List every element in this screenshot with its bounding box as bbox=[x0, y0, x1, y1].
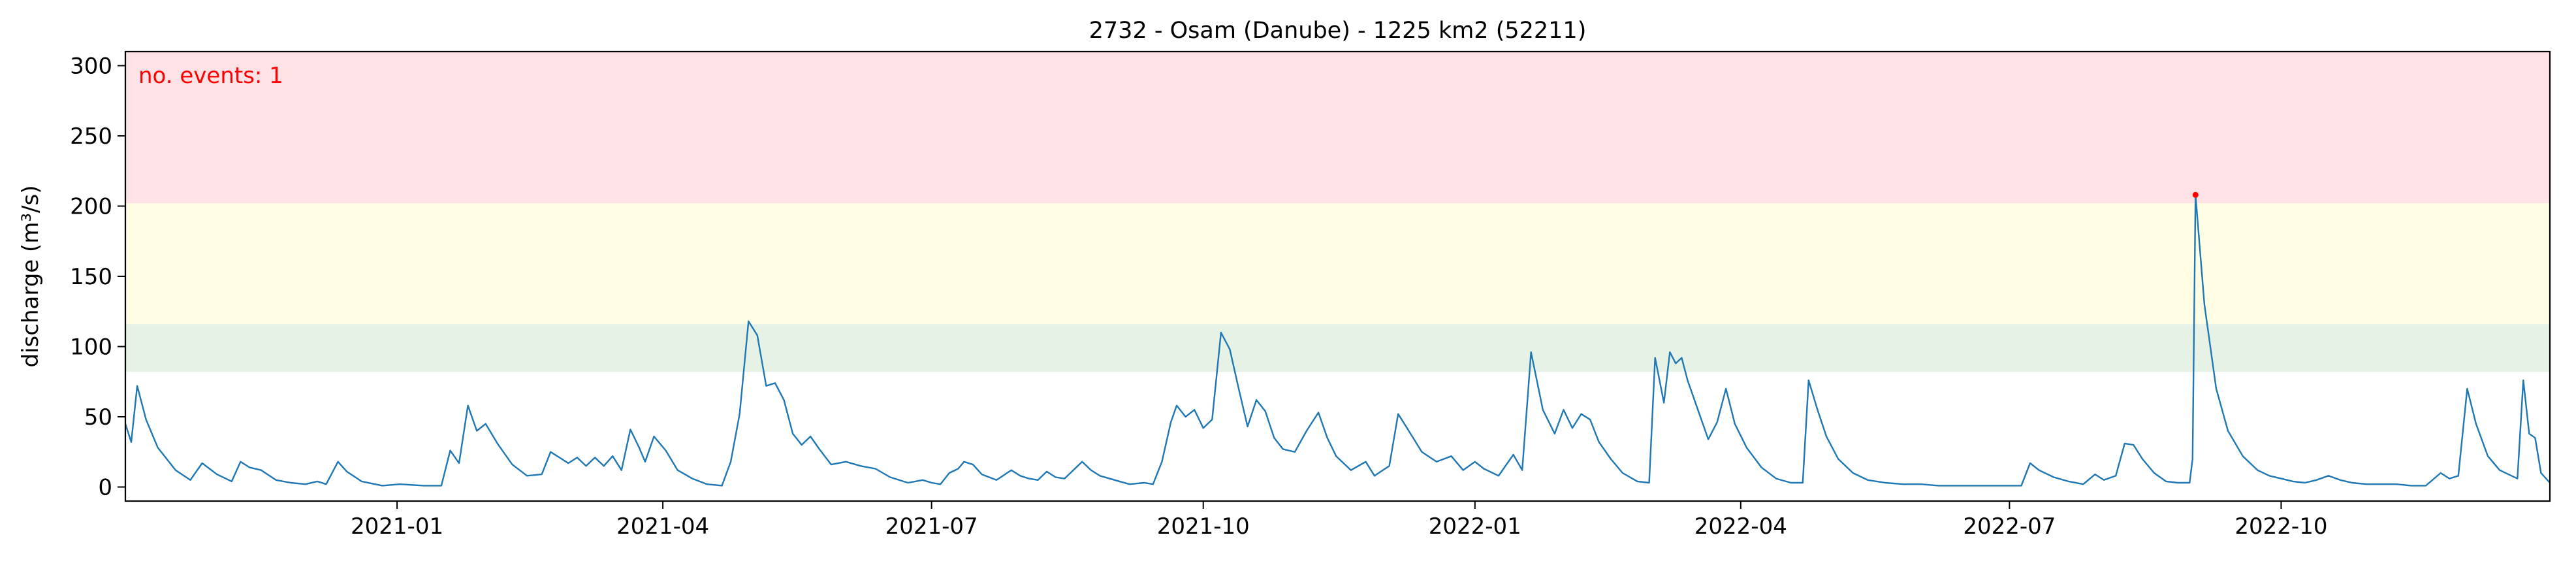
y-tick-label: 50 bbox=[84, 404, 112, 431]
y-tick-label: 300 bbox=[70, 54, 112, 80]
y-tick-label: 0 bbox=[98, 475, 112, 501]
series-line-0 bbox=[124, 194, 2551, 487]
x-tick-label: 2021-07 bbox=[885, 513, 978, 540]
chart-title: 2732 - Osam (Danube) - 1225 km2 (52211) bbox=[1089, 18, 1587, 44]
band-green bbox=[125, 324, 2550, 372]
x-tick-label: 2022-07 bbox=[1963, 513, 2056, 540]
x-tick-label: 2021-04 bbox=[616, 513, 709, 540]
band-yellow bbox=[125, 203, 2550, 325]
band-red bbox=[125, 52, 2550, 204]
events-count-annotation: no. events: 1 bbox=[138, 63, 283, 89]
y-tick-label: 200 bbox=[70, 194, 112, 220]
y-tick-label: 250 bbox=[70, 123, 112, 150]
x-tick-label: 2022-04 bbox=[1694, 513, 1787, 540]
event-markers bbox=[2192, 191, 2199, 198]
x-tick-label: 2022-01 bbox=[1429, 513, 1521, 540]
x-axis-ticks: 2021-01 2021-04 2021-07 2021-10 2022-01 2022-… bbox=[351, 501, 2327, 540]
x-tick-label: 2021-10 bbox=[1157, 513, 1250, 540]
series-group bbox=[124, 194, 2551, 487]
y-axis-ticks: 0 50 100 150 200 250 300 bbox=[70, 54, 125, 501]
event-marker bbox=[2192, 191, 2199, 198]
axes-frame bbox=[124, 50, 2551, 502]
x-tick-label: 2021-01 bbox=[351, 513, 443, 540]
threshold-bands bbox=[125, 52, 2550, 372]
y-axis-label: discharge (m³/s) bbox=[18, 186, 44, 368]
x-tick-label: 2022-10 bbox=[2234, 513, 2327, 540]
y-tick-label: 150 bbox=[70, 264, 112, 290]
y-tick-label: 100 bbox=[70, 334, 112, 361]
